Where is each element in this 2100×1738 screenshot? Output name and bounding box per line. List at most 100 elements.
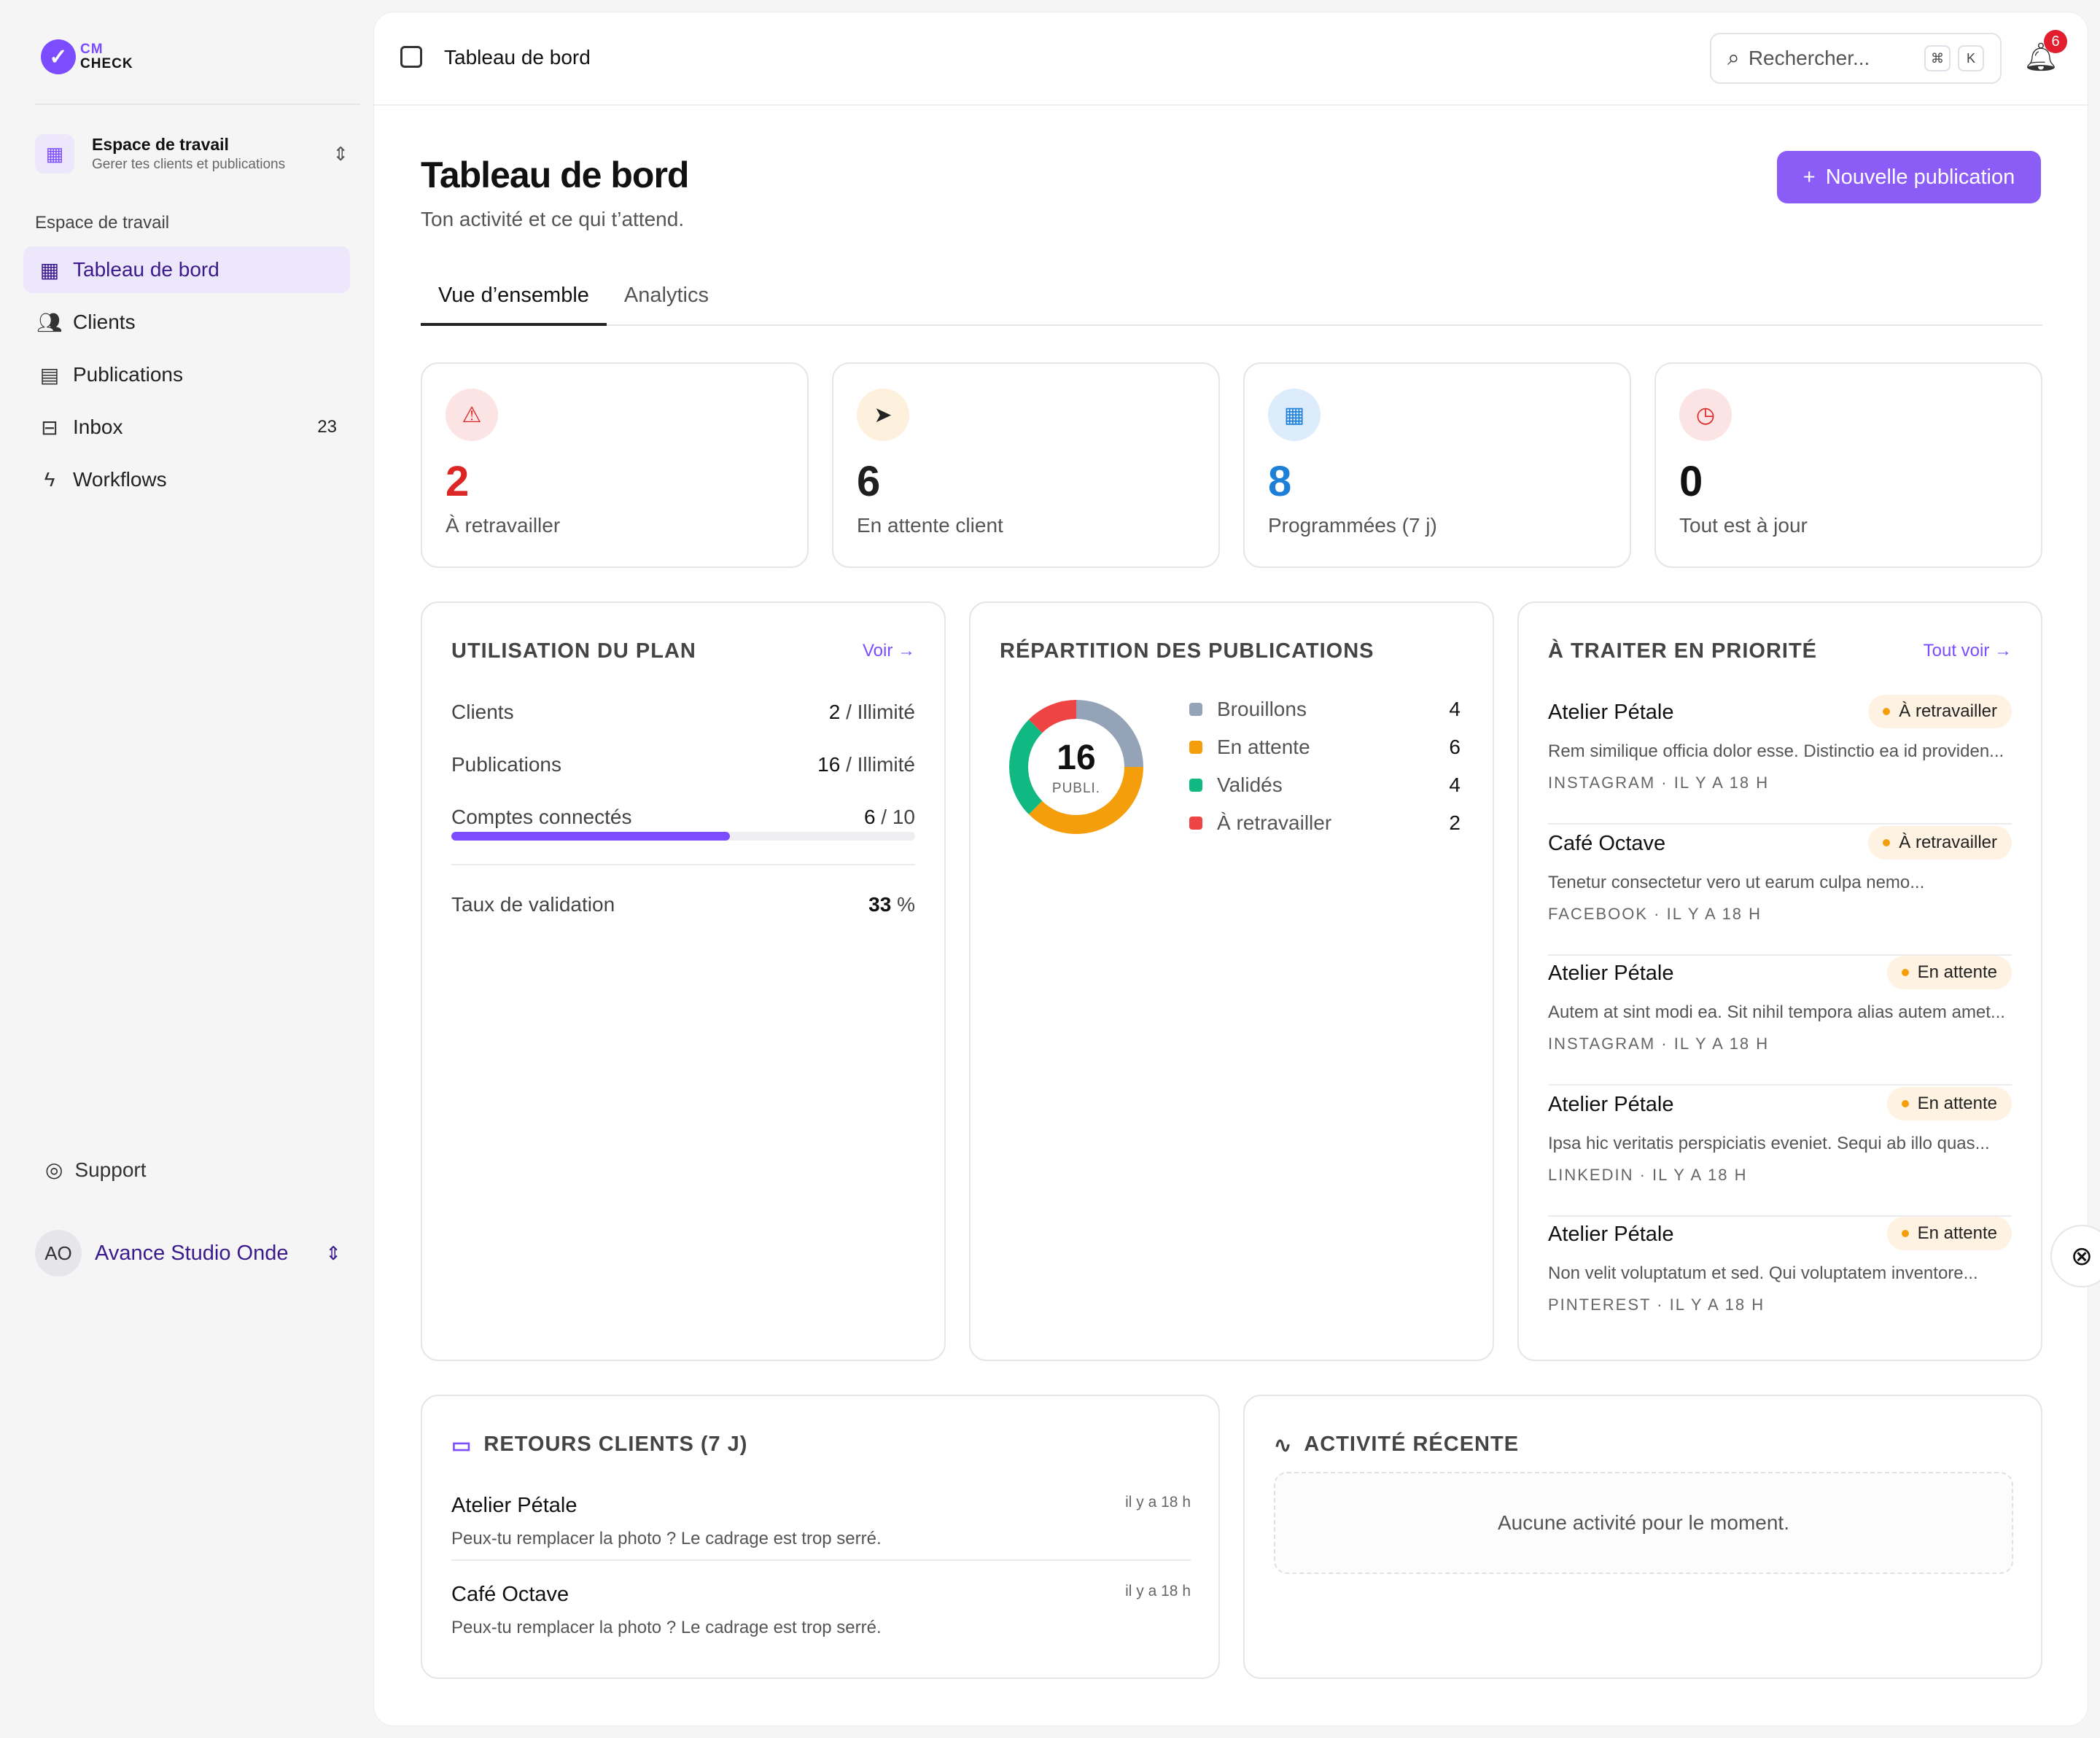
activity-title: ACTIVITÉ RÉCENTE bbox=[1304, 1433, 1520, 1456]
status-label: En attente bbox=[1917, 962, 1997, 982]
plan-divider bbox=[451, 864, 915, 865]
priority-meta: INSTAGRAM · IL Y A 18 H bbox=[1548, 1034, 1770, 1053]
page-subtitle: Ton activité et ce qui t’attend. bbox=[421, 208, 685, 230]
legend-swatch bbox=[1189, 779, 1202, 792]
chat-bubble-icon: ▭ bbox=[451, 1434, 472, 1457]
priority-item[interactable]: Café Octave À retravailler Tenetur conse… bbox=[1548, 825, 2012, 956]
clock-icon: ◷ bbox=[1679, 389, 1732, 441]
support-link[interactable]: ◎ Support bbox=[45, 1158, 147, 1182]
status-badge: En attente bbox=[1886, 1217, 2012, 1250]
legend-label: Brouillons bbox=[1217, 698, 1307, 720]
priority-title: À TRAITER EN PRIORITÉ bbox=[1548, 639, 1818, 663]
stat-label: En attente client bbox=[857, 514, 1003, 537]
legend-swatch bbox=[1189, 703, 1202, 716]
lifebuoy-icon: ◎ bbox=[45, 1158, 63, 1181]
donut-slice-enattente bbox=[1028, 767, 1143, 834]
search-icon: ⌕ bbox=[1727, 46, 1740, 70]
search-placeholder: Rechercher... bbox=[1748, 47, 1870, 69]
stat-card-uptodate[interactable]: ◷ 0 Tout est à jour bbox=[1654, 362, 2042, 568]
priority-item[interactable]: Atelier Pétale À retravailler Rem simili… bbox=[1548, 693, 2012, 825]
plan-row-value: 2 bbox=[828, 701, 841, 723]
help-lifebuoy-icon[interactable]: ⊗ bbox=[2050, 1225, 2100, 1287]
stat-value: 0 bbox=[1679, 458, 1703, 505]
stat-label: À retravailler bbox=[446, 514, 561, 537]
priority-item[interactable]: Atelier Pétale En attente Autem at sint … bbox=[1548, 954, 2012, 1086]
plan-row-limit: / 10 bbox=[875, 806, 915, 828]
workspace-grid-icon: ▦ bbox=[35, 134, 74, 174]
legend-swatch bbox=[1189, 741, 1202, 754]
plan-usage-card: UTILISATION DU PLAN Voir → Clients 2 / I… bbox=[421, 601, 946, 1361]
plan-row-validation: Taux de validation 33 % bbox=[451, 893, 915, 916]
distribution-title: RÉPARTITION DES PUBLICATIONS bbox=[1000, 639, 1374, 663]
feedback-time: il y a 18 h bbox=[1125, 1583, 1191, 1599]
workspace-switcher[interactable]: ▦ Espace de travail Gerer tes clients et… bbox=[35, 130, 349, 178]
stat-card-waiting[interactable]: ➤ 6 En attente client bbox=[832, 362, 1220, 568]
logo-check-icon: ✓ bbox=[41, 39, 76, 74]
user-name: Avance Studio Onde bbox=[95, 1241, 289, 1265]
legend-value: 2 bbox=[1449, 811, 1461, 834]
feedback-item[interactable]: Atelier Pétale il y a 18 h Peux-tu rempl… bbox=[451, 1488, 1191, 1577]
priority-meta: INSTAGRAM · IL Y A 18 H bbox=[1548, 773, 1770, 792]
inbox-icon: ⊟ bbox=[41, 416, 58, 439]
feedback-title: RETOURS CLIENTS (7 J) bbox=[483, 1433, 748, 1456]
topbar: Tableau de bord ⌕ Rechercher... ⌘ K 🔔︎ 6 bbox=[374, 12, 2089, 106]
feedback-client-name: Atelier Pétale bbox=[451, 1494, 578, 1517]
priority-excerpt: Ipsa hic veritatis perspiciatis eveniet.… bbox=[1548, 1134, 1990, 1153]
donut-slice-valids bbox=[1009, 719, 1043, 815]
sidebar-nav: ▦ Tableau de bord 👥︎ Clients ▤ Publicati… bbox=[23, 246, 350, 509]
priority-see-all-link[interactable]: Tout voir → bbox=[1923, 641, 2012, 660]
plan-row-limit: / Illimité bbox=[840, 753, 915, 776]
chevron-up-down-icon: ⇕ bbox=[332, 142, 349, 165]
topbar-title: Tableau de bord bbox=[444, 46, 591, 69]
tabs: Vue d’ensemble Analytics bbox=[421, 279, 2042, 326]
tab-overview[interactable]: Vue d’ensemble bbox=[421, 279, 607, 326]
workspace-subtitle: Gerer tes clients et publications bbox=[92, 157, 286, 172]
sidebar-toggle-icon[interactable] bbox=[400, 46, 422, 68]
priority-item[interactable]: Atelier Pétale En attente Non velit volu… bbox=[1548, 1215, 2012, 1347]
feedback-item[interactable]: Café Octave il y a 18 h Peux-tu remplace… bbox=[451, 1577, 1191, 1666]
search-input[interactable]: ⌕ Rechercher... ⌘ K bbox=[1710, 33, 2002, 84]
sidebar: ✓ CM CHECK ▦ Espace de travail Gerer tes… bbox=[0, 0, 372, 1738]
sidebar-item-workflows[interactable]: ϟ Workflows bbox=[23, 456, 350, 503]
sidebar-item-inbox[interactable]: ⊟ Inbox 23 bbox=[23, 404, 350, 451]
legend-label: Validés bbox=[1217, 773, 1283, 796]
lightning-icon: ϟ bbox=[44, 468, 55, 491]
priority-item[interactable]: Atelier Pétale En attente Ipsa hic verit… bbox=[1548, 1086, 2012, 1217]
stat-card-rework[interactable]: ⚠ 2 À retravailler bbox=[421, 362, 809, 568]
status-label: En attente bbox=[1917, 1094, 1997, 1113]
legend-item: Brouillons 4 bbox=[1189, 690, 1461, 728]
main-panel: Tableau de bord ⌕ Rechercher... ⌘ K 🔔︎ 6… bbox=[373, 12, 2089, 1726]
donut-center: 16 PUBLI. bbox=[1000, 690, 1153, 843]
plan-usage-title: UTILISATION DU PLAN bbox=[451, 639, 696, 663]
feedback-text: Peux-tu remplacer la photo ? Le cadrage … bbox=[451, 1618, 882, 1637]
priority-excerpt: Non velit voluptatum et sed. Qui volupta… bbox=[1548, 1263, 1978, 1283]
sidebar-item-label: Inbox bbox=[73, 416, 123, 438]
workspace-title: Espace de travail bbox=[92, 135, 229, 154]
plan-row-limit: / Illimité bbox=[840, 701, 915, 723]
user-menu[interactable]: AO Avance Studio Onde ⇕ bbox=[35, 1229, 341, 1277]
status-badge: À retravailler bbox=[1868, 695, 2012, 728]
status-dot bbox=[1883, 708, 1891, 715]
feedback-time: il y a 18 h bbox=[1125, 1494, 1191, 1511]
sidebar-item-dashboard[interactable]: ▦ Tableau de bord bbox=[23, 246, 350, 293]
shortcut-key-cmd: ⌘ bbox=[1924, 45, 1951, 71]
plan-see-link[interactable]: Voir → bbox=[862, 641, 915, 660]
sidebar-divider bbox=[35, 104, 360, 105]
app-logo[interactable]: ✓ CM CHECK bbox=[41, 39, 133, 74]
status-label: À retravailler bbox=[1899, 701, 1997, 721]
status-badge: En attente bbox=[1886, 1087, 2012, 1121]
status-label: À retravailler bbox=[1899, 833, 1997, 852]
plan-row-value: 6 bbox=[863, 806, 876, 828]
plan-row-label: Clients bbox=[451, 701, 514, 723]
sidebar-item-publications[interactable]: ▤ Publications bbox=[23, 351, 350, 398]
priority-excerpt: Tenetur consectetur vero ut earum culpa … bbox=[1548, 873, 1925, 892]
avatar: AO bbox=[35, 1230, 82, 1277]
distribution-donut-chart bbox=[1009, 700, 1143, 834]
tab-analytics[interactable]: Analytics bbox=[623, 284, 709, 307]
stat-card-scheduled[interactable]: ▦ 8 Programmées (7 j) bbox=[1243, 362, 1631, 568]
status-dot bbox=[1883, 839, 1891, 846]
sidebar-item-clients[interactable]: 👥︎ Clients bbox=[23, 299, 350, 346]
plan-row-clients: Clients 2 / Illimité bbox=[451, 701, 915, 724]
stat-value: 8 bbox=[1268, 458, 1292, 505]
new-publication-button[interactable]: + Nouvelle publication bbox=[1777, 151, 2041, 203]
